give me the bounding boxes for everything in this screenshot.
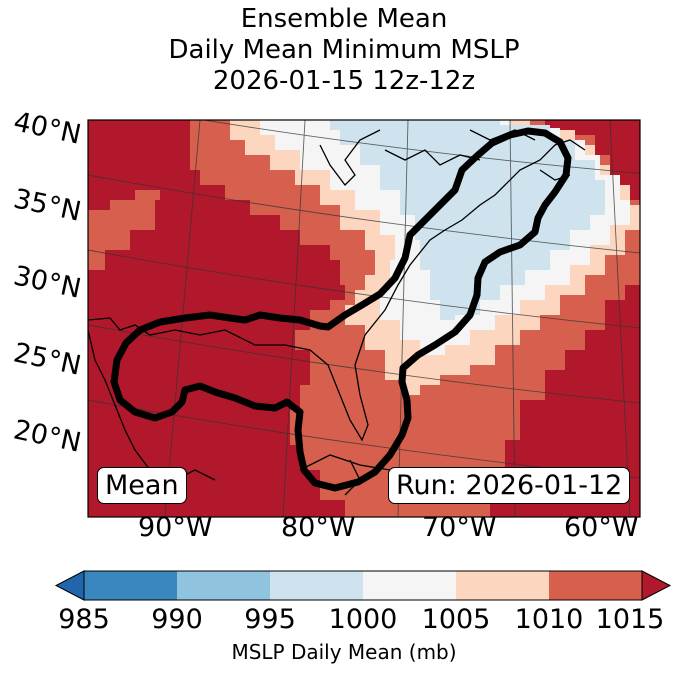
- colorbar-985-990: [84, 571, 177, 600]
- lon-label-90w: 90°W: [138, 512, 213, 543]
- colorbar-995-1000: [270, 571, 363, 600]
- map-panel: [88, 120, 640, 517]
- colorbar-1000-1005: [363, 571, 456, 600]
- lon-label-80w: 80°W: [281, 512, 356, 543]
- colorbar-1010-1015: [549, 571, 642, 600]
- colorbar-1005-1010: [456, 571, 549, 600]
- colorbar-tick-995: 995: [244, 604, 296, 635]
- colorbar-tick-1005: 1005: [421, 604, 491, 635]
- highlight-contour: [110, 127, 572, 492]
- title-line-3: 2026-01-15 12z-12z: [212, 66, 476, 96]
- mean-label-box: Mean: [97, 467, 187, 504]
- lon-label-60w: 60°W: [564, 512, 639, 543]
- chart-title: Ensemble Mean Daily Mean Minimum MSLP 20…: [0, 4, 688, 97]
- colorbar-extend-high: [641, 570, 672, 601]
- lon-label-70w: 70°W: [422, 512, 497, 543]
- colorbar-label: MSLP Daily Mean (mb): [231, 640, 457, 664]
- colorbar-extend-low: [54, 570, 85, 601]
- map-frame: [87, 119, 641, 518]
- colorbar-tick-990: 990: [151, 604, 203, 635]
- colorbar-tick-985: 985: [58, 604, 110, 635]
- colorbar-tick-1000: 1000: [328, 604, 398, 635]
- colorbar-frame: [83, 570, 643, 601]
- title-line-2: Daily Mean Minimum MSLP: [168, 35, 520, 65]
- colorbar-990-995: [177, 571, 270, 600]
- colorbar: [54, 570, 672, 601]
- title-line-1: Ensemble Mean: [240, 4, 448, 34]
- run-date-label-box: Run: 2026-01-12: [388, 467, 631, 504]
- field-995-band: [330, 120, 605, 320]
- colorbar-tick-1010: 1010: [514, 604, 584, 635]
- colorbar-tick-1015: 1015: [595, 604, 665, 635]
